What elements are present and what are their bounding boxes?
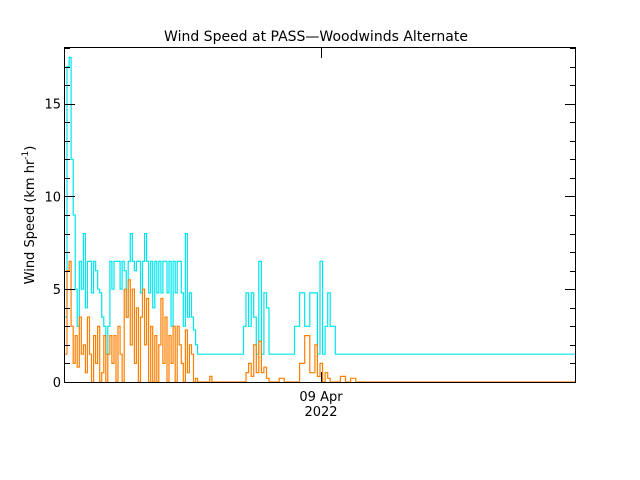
y-tick-label: 0 xyxy=(53,376,61,391)
series-wind-gust xyxy=(65,56,575,355)
y-tick-label: 10 xyxy=(44,190,61,205)
y-tick-label: 15 xyxy=(44,98,61,113)
plot-frame xyxy=(64,47,576,383)
y-tick-label: 5 xyxy=(53,283,61,298)
y-axis-label-close: ) xyxy=(23,146,38,151)
chart-title: Wind Speed at PASS—Woodwinds Alternate xyxy=(164,29,468,45)
y-axis-label-main: Wind Speed (km hr xyxy=(23,159,38,284)
plot-area xyxy=(65,56,575,383)
series-line xyxy=(65,56,575,355)
y-axis-label: Wind Speed (km hr-1) xyxy=(21,146,38,285)
y-axis-label-sup: -1 xyxy=(21,151,31,160)
y-axis-tick-labels: 0 5 10 15 xyxy=(44,98,61,391)
y-axis-ticks xyxy=(65,48,575,383)
x-tick-label-year: 2022 xyxy=(304,405,337,420)
x-tick-label-date: 09 Apr xyxy=(299,390,343,405)
